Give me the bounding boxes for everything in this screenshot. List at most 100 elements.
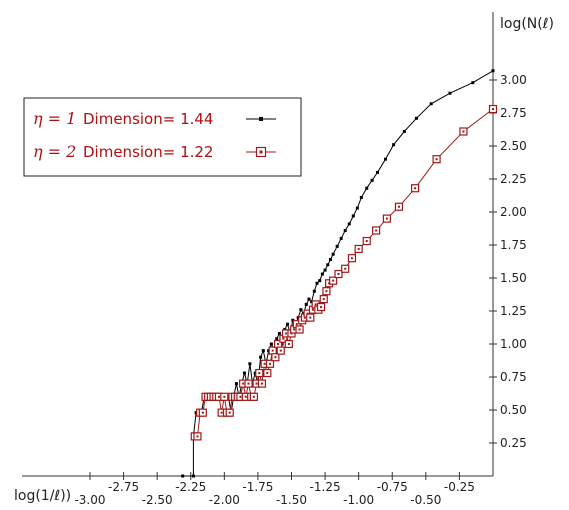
data-point <box>242 371 246 375</box>
data-point-center <box>220 411 223 414</box>
data-point-center <box>365 240 368 243</box>
data-point-center <box>414 187 417 190</box>
x-tick-label: -1.25 <box>310 480 341 494</box>
data-point-center <box>260 382 263 385</box>
data-point-center <box>287 343 290 345</box>
data-point-center <box>269 362 272 365</box>
data-point <box>275 337 279 341</box>
data-point <box>320 272 324 276</box>
data-point <box>448 91 452 95</box>
y-tick-label: 2.50 <box>500 139 527 153</box>
data-point-center <box>196 435 199 438</box>
data-point <box>326 263 330 267</box>
y-axis-label: log(N(ℓ) <box>500 16 554 32</box>
data-point <box>370 178 374 182</box>
data-point-center <box>228 411 231 414</box>
y-tick-label: 1.50 <box>500 271 527 285</box>
data-point-center <box>255 382 258 385</box>
data-point <box>351 214 355 218</box>
data-point-center <box>239 395 242 398</box>
data-point-center <box>435 158 438 161</box>
data-point <box>318 279 322 283</box>
data-point <box>491 69 495 73</box>
data-point <box>375 170 379 174</box>
legend: η = 1 Dimension= 1.44 η = 2 Dimension= 1.22 <box>23 97 302 177</box>
data-point-center <box>293 328 296 331</box>
data-point <box>335 244 339 248</box>
data-point-center <box>266 372 269 375</box>
data-point <box>234 382 238 386</box>
data-point <box>299 308 303 312</box>
data-point <box>355 206 359 210</box>
data-point-center <box>322 298 325 301</box>
data-point-center <box>201 411 204 414</box>
data-point <box>277 331 281 335</box>
data-point-center <box>357 247 360 250</box>
data-point <box>323 268 327 272</box>
data-point <box>392 143 396 147</box>
data-point <box>259 355 263 359</box>
series-2 <box>190 104 498 441</box>
y-tick-label: 0.50 <box>500 403 527 417</box>
data-point <box>191 474 195 478</box>
y-tick-label: 1.75 <box>500 238 527 252</box>
data-point-center <box>350 257 353 260</box>
data-point <box>429 102 433 106</box>
data-point <box>248 362 252 366</box>
data-point-center <box>320 306 323 309</box>
data-point <box>307 297 311 301</box>
legend-entry-label: Dimension= 1.22 <box>83 143 213 161</box>
data-point-center <box>247 382 250 385</box>
data-point-center <box>332 279 335 282</box>
data-point-center <box>223 395 226 398</box>
data-point-center <box>244 395 247 398</box>
x-tick-label: -0.75 <box>377 480 408 494</box>
data-point <box>285 322 289 326</box>
data-point-center <box>242 382 245 385</box>
legend-eta-label: η = 1 <box>33 109 76 128</box>
data-point <box>312 289 316 293</box>
data-point-center <box>263 362 266 365</box>
y-tick-label: 2.75 <box>500 106 527 120</box>
x-axis-label: log(1/ℓ)) <box>14 488 71 504</box>
y-tick-label: 3.00 <box>500 73 527 87</box>
x-tick-label: -2.00 <box>209 493 240 507</box>
x-tick-label: -2.25 <box>175 480 206 494</box>
y-tick-label: 2.25 <box>500 172 527 186</box>
data-point-center <box>311 308 314 311</box>
data-point <box>261 349 265 353</box>
x-tick-label: -3.00 <box>74 493 105 507</box>
axes: -2.75 -2.25 -1.75 -1.25 -0.75 -0.25 -3.00 -2.50… <box>14 12 554 507</box>
y-tick-label: 2.00 <box>500 205 527 219</box>
data-point-center <box>252 395 255 398</box>
data-point-center <box>295 323 298 326</box>
data-point <box>402 129 406 133</box>
y-tick-label: 1.00 <box>500 337 527 351</box>
legend-box <box>23 97 302 177</box>
x-tick-label: -1.50 <box>276 493 307 507</box>
series-layer <box>181 69 498 478</box>
x-tick-label: -0.25 <box>444 480 475 494</box>
data-point-center <box>277 343 280 345</box>
data-point-center <box>375 229 378 232</box>
data-point-center <box>274 356 277 359</box>
data-point-center <box>258 372 261 375</box>
data-point <box>471 81 475 85</box>
legend-entry-label: Dimension= 1.44 <box>83 110 213 128</box>
data-point-center <box>325 290 328 293</box>
y-tick-label: 1.25 <box>500 304 527 318</box>
data-point <box>359 195 363 199</box>
legend-eta-label: η = 2 <box>33 142 76 161</box>
data-point-center <box>285 332 288 335</box>
data-point-center <box>217 395 220 398</box>
data-point-center <box>397 205 400 208</box>
x-tick-label: -2.75 <box>108 480 139 494</box>
data-point <box>304 302 308 306</box>
data-point-center <box>271 349 274 352</box>
data-point <box>181 474 185 478</box>
data-point <box>331 252 335 256</box>
legend-marker <box>259 117 263 121</box>
y-tick-label: 0.75 <box>500 370 527 384</box>
data-point <box>328 258 332 262</box>
